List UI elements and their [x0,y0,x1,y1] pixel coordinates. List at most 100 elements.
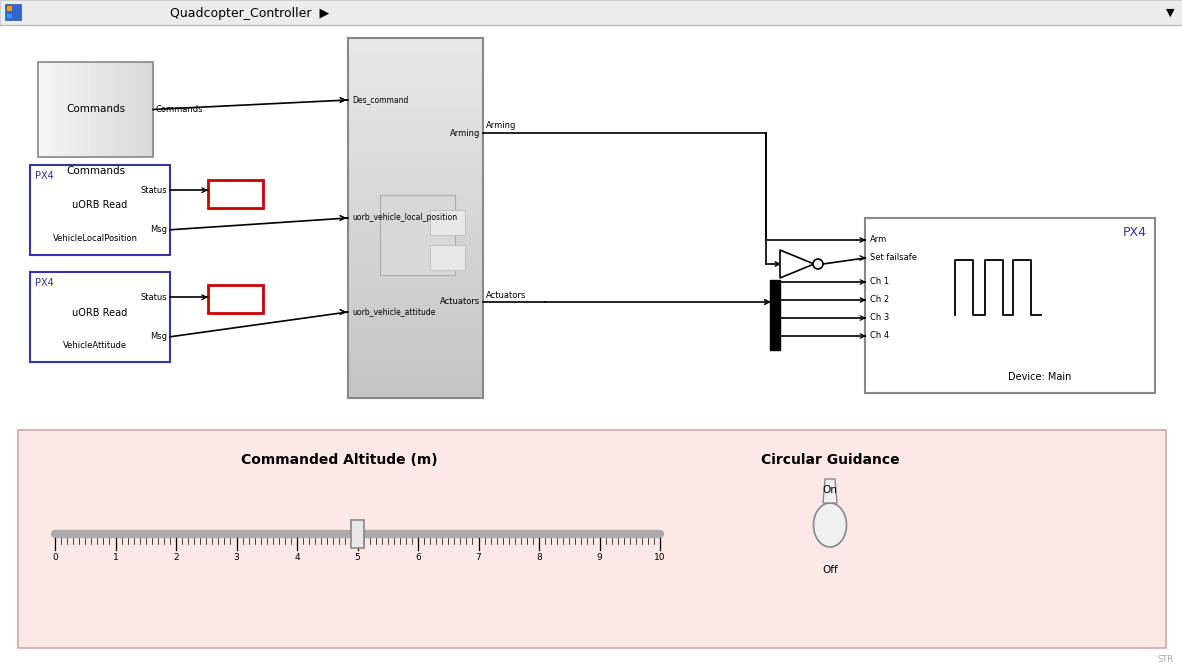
Text: 2: 2 [174,554,178,562]
Bar [38,62,44,157]
Bar [208,180,264,208]
Bar [136,62,142,157]
Text: VehicleAttitude: VehicleAttitude [63,342,126,350]
Bar [348,158,483,171]
Polygon shape [813,503,846,547]
Bar [124,62,130,157]
Text: Circular Guidance: Circular Guidance [761,453,900,467]
Bar [348,74,483,87]
Text: uorb_vehicle_local_position: uorb_vehicle_local_position [352,213,457,223]
Bar [348,350,483,362]
Text: uORB Read: uORB Read [72,201,128,211]
Bar [0,0,1182,25]
Bar [56,62,61,157]
Text: Des_command: Des_command [352,95,408,105]
Text: On: On [823,485,837,495]
Bar [142,62,148,157]
Bar [348,290,483,303]
Text: Msg: Msg [150,332,167,342]
Bar [96,62,102,157]
Bar [348,302,483,315]
Bar [348,326,483,338]
Bar [102,62,108,157]
Bar [865,218,1155,393]
Text: VehicleLocalPosition: VehicleLocalPosition [52,234,137,243]
Bar [348,266,483,279]
Bar [348,98,483,111]
Bar [130,62,136,157]
Bar [348,182,483,195]
Text: Actuators: Actuators [440,297,480,307]
Bar [72,62,79,157]
Bar [18,430,1165,648]
Text: 10: 10 [655,554,665,562]
Text: Arm: Arm [870,235,888,245]
Text: Actuators: Actuators [486,291,526,299]
Bar [348,86,483,99]
Bar [112,62,119,157]
Text: ▼: ▼ [1165,8,1174,18]
Text: Status: Status [141,185,167,195]
Bar [348,254,483,267]
Text: Off: Off [823,565,838,575]
Bar [348,230,483,243]
Bar [5,4,21,20]
Text: 7: 7 [475,554,481,562]
Bar [208,285,264,313]
Text: PX4: PX4 [35,171,53,181]
Text: Ch 3: Ch 3 [870,313,889,323]
Bar [348,122,483,135]
Bar [348,146,483,159]
Text: PX4: PX4 [1123,225,1147,239]
Text: 4: 4 [294,554,300,562]
Text: 5: 5 [355,554,361,562]
Bar [348,314,483,327]
Circle shape [813,259,823,269]
Bar [118,62,125,157]
Bar [7,14,12,18]
Text: 0: 0 [52,554,58,562]
Bar [78,62,84,157]
Bar [50,62,56,157]
Polygon shape [780,250,814,278]
Bar [61,62,67,157]
Bar [348,362,483,374]
Bar [38,62,152,157]
Bar [30,165,170,255]
Bar [348,218,483,231]
Bar [148,62,154,157]
Text: Commands: Commands [155,105,202,114]
Text: Commands: Commands [66,105,125,115]
Text: Device: Main: Device: Main [1008,372,1072,382]
Bar [348,110,483,123]
Text: 3: 3 [234,554,240,562]
Text: 9: 9 [597,554,603,562]
Bar [348,278,483,291]
Bar [430,210,465,235]
Bar [7,6,12,11]
Bar [90,62,96,157]
Text: uorb_vehicle_attitude: uorb_vehicle_attitude [352,307,435,317]
Bar [348,38,483,398]
Bar [108,62,113,157]
Bar [348,62,483,75]
Bar [351,520,364,548]
Bar [66,62,73,157]
Bar [348,38,483,51]
Bar [348,242,483,255]
Text: Arming: Arming [486,121,517,131]
Bar [30,272,170,362]
Text: Arming: Arming [449,129,480,137]
Bar [430,245,465,270]
Text: Ch 1: Ch 1 [870,277,889,287]
Bar [348,206,483,219]
Text: Ch 4: Ch 4 [870,331,889,340]
Text: 8: 8 [537,554,541,562]
Text: Ch 2: Ch 2 [870,295,889,305]
Text: PX4: PX4 [35,278,53,288]
Text: Status: Status [141,293,167,301]
Text: Set failsafe: Set failsafe [870,253,917,263]
Bar [348,50,483,63]
Text: uORB Read: uORB Read [72,307,128,317]
Bar [769,280,780,350]
